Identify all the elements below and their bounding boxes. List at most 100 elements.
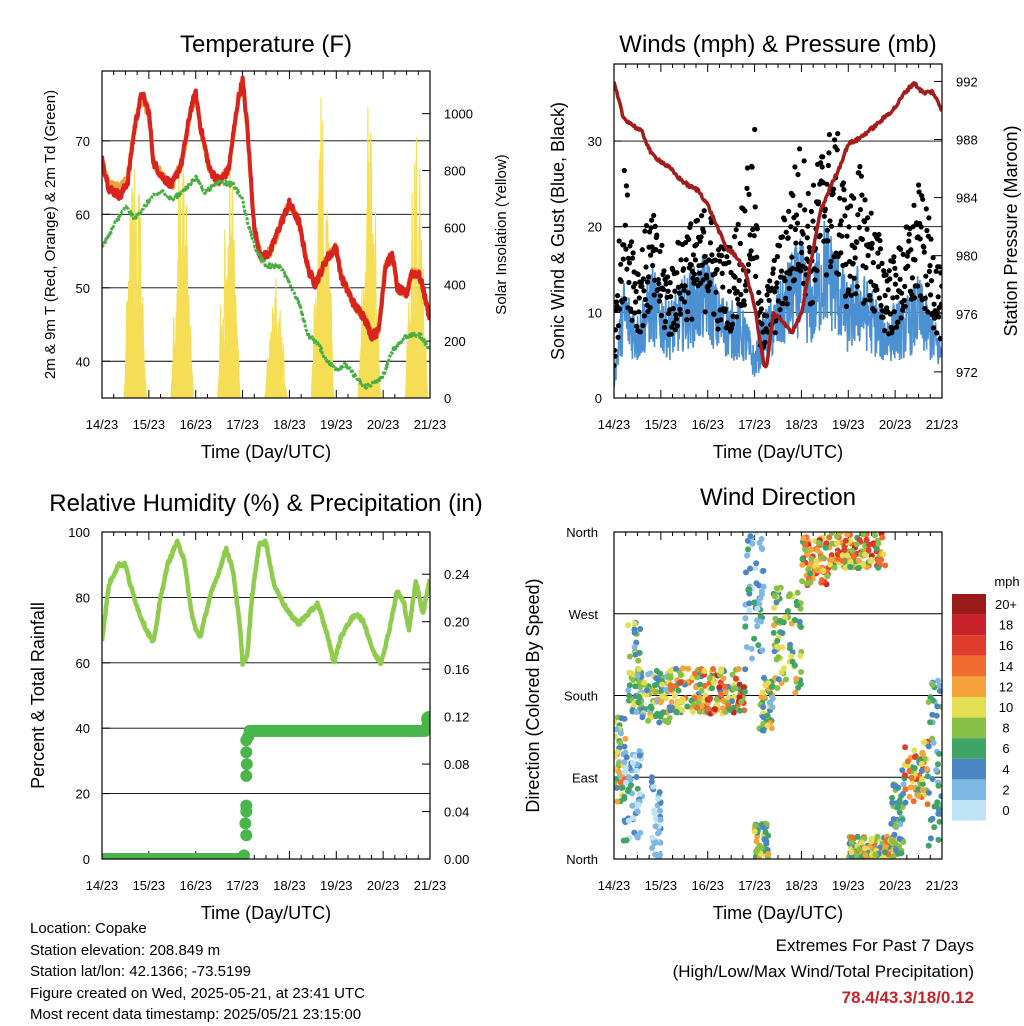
gust-point	[742, 208, 748, 214]
gust-point	[621, 242, 627, 248]
y-tick-label: 60	[76, 656, 90, 671]
extremes-box: Extremes For Past 7 Days (High/Low/Max W…	[673, 933, 974, 1011]
gust-point	[895, 319, 901, 325]
gust-point	[869, 240, 875, 246]
gust-point	[892, 265, 898, 271]
y2-tick-label: 0.24	[444, 567, 469, 582]
gust-point	[916, 189, 922, 195]
gust-point	[865, 252, 871, 259]
gust-point	[712, 257, 719, 263]
precip-point	[240, 758, 253, 771]
gust-point	[770, 266, 776, 272]
direction-point	[759, 546, 766, 552]
gust-point	[827, 264, 834, 270]
direction-point	[755, 642, 762, 649]
gust-point	[802, 207, 808, 213]
direction-point	[667, 674, 674, 681]
direction-point	[807, 546, 814, 552]
direction-point	[727, 706, 733, 713]
gust-point	[640, 276, 647, 282]
gust-point	[773, 284, 780, 290]
x-axis-label: Time (Day/UTC)	[201, 903, 331, 923]
gust-point	[792, 164, 798, 170]
latest-timestamp-text: Most recent data timestamp: 2025/05/21 2…	[30, 1006, 362, 1023]
gust-point	[656, 281, 662, 287]
direction-point	[915, 792, 922, 799]
direction-point	[656, 789, 663, 796]
gust-point	[814, 268, 820, 274]
chart-title: Winds (mph) & Pressure (mb)	[619, 31, 936, 58]
gust-point	[736, 277, 742, 284]
gust-point	[920, 196, 926, 202]
direction-point	[834, 551, 841, 558]
direction-point	[935, 677, 941, 684]
gust-point	[881, 268, 887, 274]
gust-point	[851, 275, 857, 281]
gust-point	[857, 207, 864, 213]
direction-point	[934, 761, 941, 768]
gust-point	[934, 308, 940, 315]
gust-point	[632, 281, 638, 287]
gust-point	[827, 218, 833, 224]
direction-point	[648, 774, 655, 781]
direction-point	[934, 703, 941, 710]
direction-point	[874, 833, 881, 840]
direction-point	[842, 565, 849, 571]
direction-point	[849, 834, 856, 841]
gust-point	[937, 336, 942, 342]
x-tick-label: 14/23	[598, 417, 631, 432]
gust-point	[828, 223, 835, 229]
direction-point	[848, 839, 855, 846]
direction-point	[643, 687, 650, 694]
gust-point	[766, 297, 772, 303]
direction-point	[904, 758, 911, 765]
gust-point	[882, 328, 888, 334]
gust-point	[797, 202, 803, 208]
gust-point	[678, 257, 684, 263]
gust-point	[788, 224, 794, 230]
gust-point	[853, 291, 859, 297]
gust-point	[877, 238, 883, 244]
direction-point	[635, 657, 642, 664]
direction-point	[625, 774, 632, 780]
gust-point	[923, 273, 929, 279]
gust-point	[805, 190, 811, 197]
gust-point	[665, 274, 671, 280]
y-tick-label: 30	[588, 134, 602, 149]
direction-point	[906, 767, 913, 774]
direction-point	[823, 540, 830, 547]
gust-point	[618, 261, 624, 267]
direction-point	[930, 739, 937, 746]
gust-point	[747, 252, 753, 258]
direction-point	[807, 579, 814, 586]
direction-point	[658, 688, 664, 695]
gust-point	[756, 289, 762, 296]
gust-point	[779, 234, 786, 240]
gust-point	[911, 295, 918, 301]
direction-point	[758, 591, 765, 598]
y-tick-label: 70	[76, 134, 90, 149]
direction-point	[890, 816, 897, 823]
direction-point	[862, 851, 869, 858]
gust-point	[844, 233, 850, 239]
gust-point	[764, 292, 770, 298]
gust-point	[674, 323, 681, 329]
gust-point	[622, 222, 628, 228]
direction-point	[650, 783, 657, 790]
gust-point	[719, 253, 725, 259]
gust-point	[688, 262, 694, 268]
x-tick-label: 20/23	[367, 878, 400, 893]
gust-point	[854, 239, 860, 245]
y2-tick-label: 0.00	[444, 852, 469, 867]
gust-point	[808, 208, 815, 215]
direction-point	[677, 672, 684, 679]
direction-point	[636, 748, 643, 754]
gust-point	[871, 308, 877, 314]
direction-point	[753, 560, 760, 567]
direction-point	[641, 679, 648, 686]
gust-point	[750, 226, 756, 233]
direction-point	[735, 666, 742, 672]
direction-point	[770, 622, 777, 629]
direction-point	[820, 567, 827, 574]
gust-point	[741, 302, 748, 308]
